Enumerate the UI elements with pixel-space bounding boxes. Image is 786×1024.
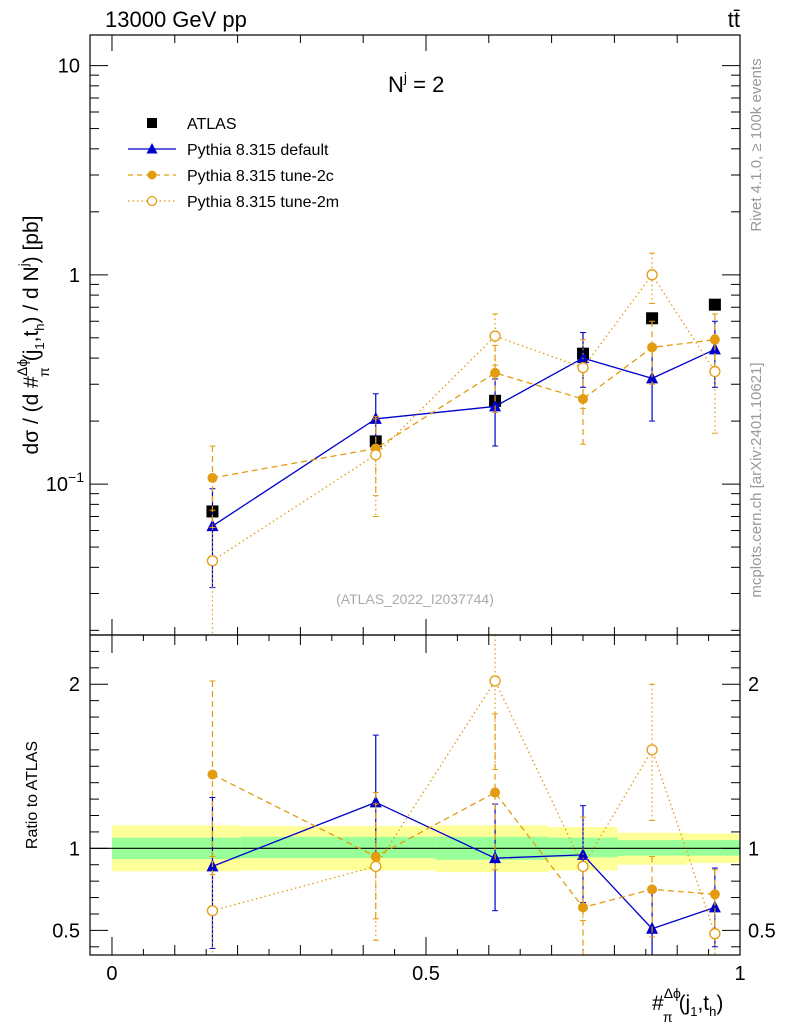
main-y-tick-label: 10 [58, 56, 80, 78]
ratio-axis-ticks: 2 21 10.5 0.50 0.5 1 [52, 634, 776, 985]
ratio-series-2-line [212, 679, 716, 934]
main-series-2-marker [207, 472, 218, 483]
panel-title: Nj = 2 [388, 69, 444, 97]
x-tick-label: 1 [734, 963, 745, 985]
legend-default-marker [146, 143, 158, 154]
ratio-series-1-line [212, 773, 715, 909]
ratio-y-tick-label-right: 2 [748, 674, 759, 696]
x-tick-label: 0 [106, 963, 117, 985]
ratio-y-tick-label: 2 [69, 674, 80, 696]
legend-tune-2c-label: Pythia 8.315 tune-2c [187, 168, 334, 185]
ratio-y-tick-label-right: 0.5 [748, 920, 776, 942]
ratio-series-1-marker [370, 851, 381, 862]
ratio-series-1-marker [490, 787, 501, 798]
main-series-1-marker [576, 351, 589, 364]
main-series-3-marker [577, 362, 589, 374]
legend: ATLAS Pythia 8.315 default Pythia 8.315 … [128, 116, 339, 211]
main-y-tick-label: 1 [69, 265, 80, 287]
main-series-3-marker [370, 449, 382, 461]
ratio-series-0-marker [708, 900, 721, 913]
ratio-series-0-line [212, 801, 716, 930]
main-series-1 [206, 320, 721, 589]
rivet-version-label: Rivet 4.1.0, ≥ 100k events [748, 58, 765, 231]
main-series-3-marker [489, 330, 501, 342]
ratio-series-2-marker [206, 905, 219, 917]
green-band [240, 836, 436, 859]
ratio-series-2-marker [577, 860, 589, 873]
main-series-layer [206, 252, 721, 636]
analysis-watermark: (ATLAS_2022_I2037744) [336, 591, 494, 607]
legend-tune-2c-marker [147, 170, 157, 180]
svg-text:#Δϕπ(j1,th): #Δϕ π(j1,th) [652, 985, 723, 1024]
ratio-y-tick-label: 1 [69, 838, 80, 860]
legend-tune-2m-label: Pythia 8.315 tune-2m [187, 194, 339, 211]
main-series-3-marker [646, 269, 658, 281]
legend-entry-default: Pythia 8.315 default [128, 142, 329, 159]
ratio-y-tick-label-right: 1 [748, 838, 759, 860]
main-series-2-marker [490, 367, 501, 378]
energy-label: 13000 GeV pp [105, 7, 247, 32]
main-axis-ticks: 10 1 10−1 [46, 35, 741, 635]
legend-atlas-marker [147, 118, 157, 128]
ratio-y-axis-label: Ratio to ATLAS [24, 741, 41, 849]
legend-entry-atlas: ATLAS [147, 116, 237, 133]
legend-default-label: Pythia 8.315 default [187, 142, 329, 159]
ratio-series-2-marker [709, 928, 721, 940]
main-series-1-marker [646, 371, 659, 384]
main-series-3-line [212, 273, 716, 562]
ratio-series-1-marker [647, 884, 658, 895]
svg-text:dσ / (d #Δϕπ(j1,th) / d Nj) [p: dσ / (d #Δϕ π(j1,th) / d Nj) [pb] [14, 216, 52, 455]
x-axis-label: #Δϕ π(j1,th) [652, 985, 723, 1024]
legend-atlas-label: ATLAS [187, 116, 237, 133]
main-series-2-marker [647, 342, 658, 353]
ratio-series-2-marker [646, 744, 658, 756]
ratio-series-1 [207, 680, 720, 956]
main-series-2 [207, 313, 720, 529]
ratio-y-tick-label: 0.5 [52, 920, 80, 942]
ratio-series-1-marker [207, 769, 218, 780]
main-series-0-marker [708, 298, 721, 311]
main-series-3-marker [709, 365, 721, 378]
ratio-series-layer [206, 634, 721, 956]
main-series-0 [206, 298, 721, 518]
main-y-axis-label: dσ / (d #Δϕ π(j1,th) / d Nj) [pb] [14, 216, 52, 455]
ratio-series-2-marker [370, 860, 382, 873]
ratio-series-2-marker [489, 675, 501, 687]
ratio-panel: 2 21 10.5 0.50 0.5 1 Ratio to ATLAS #Δϕ π(j1,t… [24, 634, 776, 1024]
legend-tune-2m-marker [146, 195, 158, 207]
ratio-series-2 [206, 634, 721, 956]
legend-entry-tune-2m: Pythia 8.315 tune-2m [128, 194, 339, 211]
main-series-3-marker [206, 555, 219, 567]
main-panel: 10 1 10−1 Nj = 2 (ATLAS_2022_I2037744) ATL… [14, 34, 741, 636]
main-series-1-line [212, 348, 716, 527]
ratio-frame [89, 634, 741, 956]
main-y-tick-label: 10−1 [46, 469, 84, 496]
main-series-2-line [212, 339, 715, 479]
x-tick-label: 0.5 [412, 963, 440, 985]
process-label: tt̄ [728, 7, 740, 32]
legend-entry-tune-2c: Pythia 8.315 tune-2c [128, 168, 334, 185]
mcplots-label: mcplots.cern.ch [arXiv:2401.10621] [748, 362, 765, 597]
main-series-3 [206, 252, 721, 636]
